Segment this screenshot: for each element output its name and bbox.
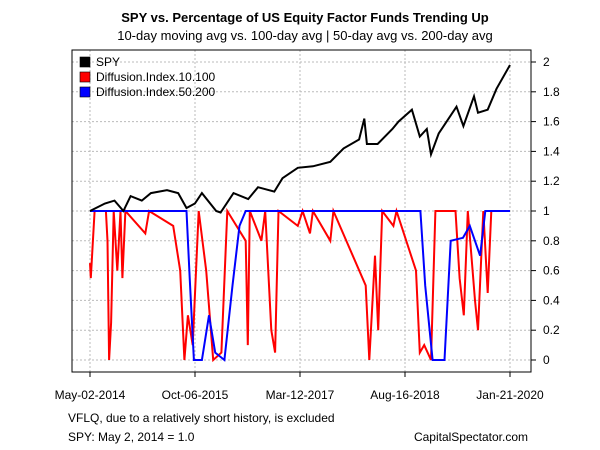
series-diffusion-index-10-100	[89, 207, 510, 363]
y-tick-label: 1.4	[543, 144, 560, 158]
y-tick-label: 0.6	[543, 264, 560, 278]
footer-source: CapitalSpectator.com	[413, 430, 528, 444]
y-tick-label: 0.8	[543, 234, 560, 248]
y-tick-label: 1.8	[543, 85, 560, 99]
y-tick-label: 1	[543, 204, 550, 218]
y-tick-label: 0.2	[543, 323, 560, 337]
y-tick-label: 0	[543, 353, 550, 367]
x-tick-label: Mar-12-2017	[266, 388, 335, 402]
footer-base-note: SPY: May 2, 2014 = 1.0	[68, 430, 195, 444]
y-axis: 0 0.2 0.4 0.6 0.8 1 1.2 1.4 1.6 1.8 2	[531, 55, 560, 367]
chart-subtitle: 10-day moving avg vs. 100-day avg | 50-d…	[117, 28, 493, 43]
y-tick-label: 2	[543, 55, 550, 69]
x-axis: May-02-2014 Oct-06-2015 Mar-12-2017 Aug-16-…	[55, 372, 544, 402]
legend-label: Diffusion.Index.10.100	[96, 70, 216, 84]
legend: SPYDiffusion.Index.10.100Diffusion.Index…	[79, 55, 216, 99]
y-tick-label: 1.2	[543, 174, 560, 188]
legend-swatch	[79, 86, 91, 98]
footer-note: VFLQ, due to a relatively short history,…	[68, 411, 335, 425]
x-tick-label: Oct-06-2015	[162, 388, 229, 402]
legend-swatch	[79, 56, 91, 68]
x-tick-label: Jan-21-2020	[476, 388, 544, 402]
grid	[72, 50, 531, 372]
series-spy	[89, 64, 511, 214]
y-tick-label: 1.6	[543, 115, 560, 129]
series-diffusion-index-50-200	[90, 210, 510, 362]
series-lines	[89, 64, 511, 363]
legend-swatch	[79, 71, 91, 83]
chart-title: SPY vs. Percentage of US Equity Factor F…	[121, 10, 488, 25]
y-tick-label: 0.4	[543, 293, 560, 307]
legend-label: SPY	[96, 55, 120, 69]
legend-label: Diffusion.Index.50.200	[96, 85, 216, 99]
x-tick-label: Aug-16-2018	[370, 388, 440, 402]
x-tick-label: May-02-2014	[55, 388, 126, 402]
